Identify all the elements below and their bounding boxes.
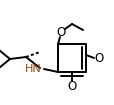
Text: HN: HN	[25, 64, 42, 74]
Text: O: O	[94, 51, 103, 64]
Text: O: O	[67, 79, 76, 93]
Text: O: O	[56, 26, 65, 39]
